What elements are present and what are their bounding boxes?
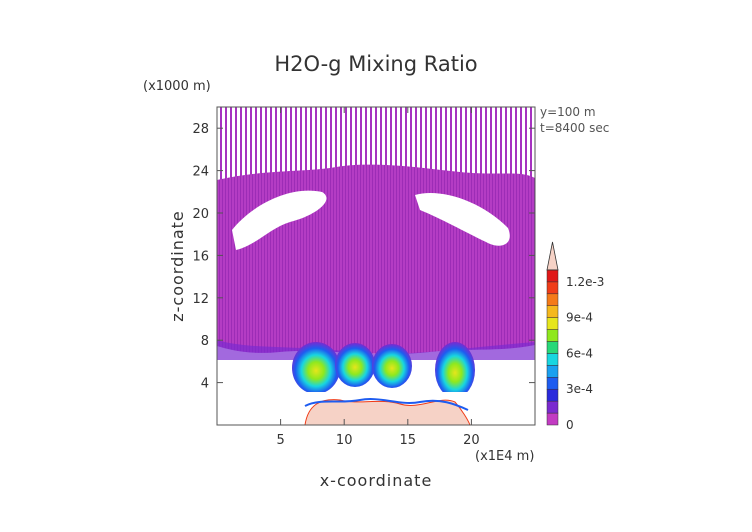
y-tick-label: 20 [192,207,209,222]
y-tick-label: 28 [192,122,209,137]
plot-area [217,107,535,425]
x-tick-label: 15 [400,433,417,448]
dry-pocket-right [415,193,510,246]
surface-layer-edge [304,398,469,411]
mid-troposphere-region [217,164,535,354]
colorbar-swatch [546,317,559,330]
colorbar-swatch [546,341,559,354]
x-axis: 5 10 15 20 [276,107,480,448]
colorbar-swatch [546,281,559,295]
y-tick-label: 4 [201,377,209,392]
colorbar-swatch [546,353,559,366]
y-axis: 4 8 12 16 20 24 28 [192,122,535,392]
y-tick-label: 8 [201,334,209,349]
colorbar-tick-label: 6e-4 [566,346,593,360]
annotation-y: y=100 m [540,105,596,119]
annotation-t: t=8400 sec [540,121,609,135]
colorbar-swatch [546,377,559,390]
colorbar-tick-label: 1.2e-3 [566,275,604,289]
y-tick-label: 16 [192,249,209,264]
colorbar-tick-label: 3e-4 [566,382,593,396]
moist-cell-2 [335,343,375,387]
x-tick-label: 5 [276,433,284,448]
colorbar-swatch [546,269,559,283]
colorbar-swatch [546,241,559,271]
colorbar-swatch [546,329,559,342]
y-unit-label: (x1000 m) [143,79,211,94]
colorbar-swatch [546,400,559,414]
y-axis-title: z-coordinate [168,210,187,322]
moist-cell-1 [292,342,340,394]
x-tick-label: 20 [463,433,480,448]
colorbar-tick-label: 9e-4 [566,311,593,325]
moist-cell-4 [435,342,475,398]
x-axis-title: x-coordinate [320,471,433,490]
y-tick-label: 24 [192,165,209,180]
surface-layer [304,399,471,425]
colorbar-swatch [546,365,559,378]
colorbar-swatch [546,388,559,402]
chart-title: H2O-g Mixing Ratio [274,52,477,76]
colorbar-swatch [546,293,559,306]
moist-cell-3 [372,344,412,388]
x-tick-label: 10 [336,433,353,448]
x-unit-label: (x1E4 m) [475,449,534,464]
colorbar-tick-label: 0 [566,418,574,432]
y-tick-label: 12 [192,292,209,307]
colorbar-swatch [546,305,559,318]
colorbar: 1.2e-3 9e-4 6e-4 3e-4 0 [546,241,604,432]
plot-frame [216,106,536,426]
colorbar-swatch [546,412,559,426]
dry-pocket-left [232,190,327,250]
